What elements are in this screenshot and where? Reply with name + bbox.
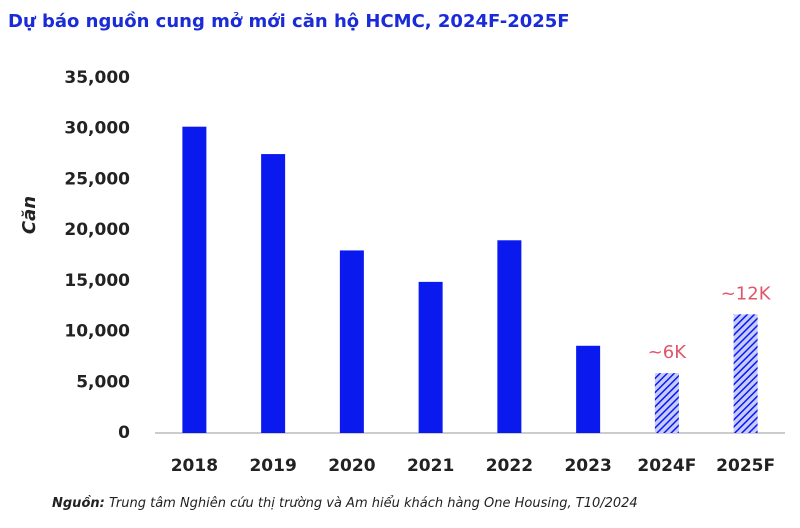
y-tick-label: 25,000 (64, 169, 130, 189)
bar (339, 250, 364, 433)
x-tick-label: 2022 (486, 456, 533, 476)
bar (654, 373, 679, 433)
y-tick-label: 0 (118, 423, 130, 443)
y-tick-label: 35,000 (64, 68, 130, 88)
bar (182, 126, 207, 433)
y-tick-label: 5,000 (76, 372, 130, 392)
x-tick-label: 2021 (407, 456, 454, 476)
y-axis-label: Căn (19, 196, 40, 234)
y-tick-label: 15,000 (64, 271, 130, 291)
bar (261, 154, 286, 434)
x-tick-label: 2023 (564, 456, 611, 476)
bar (733, 314, 758, 433)
x-tick-label: 2025F (716, 456, 775, 476)
source-text: Trung tâm Nghiên cứu thị trường và Am hi… (105, 496, 638, 511)
bar (576, 345, 601, 433)
source-note: Nguồn: Trung tâm Nghiên cứu thị trường v… (52, 496, 638, 511)
x-tick-label: 2024F (637, 456, 696, 476)
x-tick-label: 2019 (249, 456, 296, 476)
y-tick-label: 20,000 (64, 220, 130, 240)
chart-title: Dự báo nguồn cung mở mới căn hộ HCMC, 20… (8, 11, 570, 32)
x-tick-label: 2020 (328, 456, 375, 476)
source-label: Nguồn: (52, 496, 105, 511)
x-tick-label: 2018 (171, 456, 218, 476)
bar (497, 240, 522, 433)
value-label: ~6K (648, 342, 688, 363)
bar (418, 281, 443, 433)
y-tick-label: 10,000 (64, 322, 130, 342)
value-label: ~12K (721, 283, 772, 304)
y-tick-label: 30,000 (64, 119, 130, 139)
